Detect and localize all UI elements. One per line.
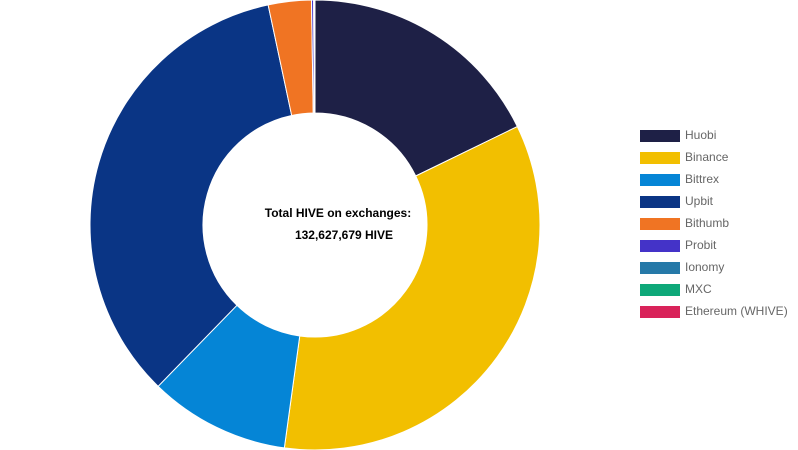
legend-label: Upbit (685, 194, 714, 208)
legend-label: Huobi (685, 128, 716, 142)
donut (89, 0, 541, 450)
slice (283, 125, 541, 450)
legend-label: Binance (685, 150, 729, 164)
center-title: Total HIVE on exchanges: (265, 206, 411, 220)
legend-label: Bithumb (685, 216, 729, 230)
legend-swatch (640, 306, 680, 318)
legend-swatch (640, 174, 680, 186)
legend-label: Probit (685, 238, 717, 252)
legend: Huobi Binance Bittrex Upbit Bithumb Probit Ion… (640, 128, 788, 318)
legend-label: Bittrex (685, 172, 719, 186)
legend-swatch (640, 196, 680, 208)
legend-swatch (640, 262, 680, 274)
legend-swatch (640, 130, 680, 142)
legend-swatch (640, 152, 680, 164)
legend-swatch (640, 218, 680, 230)
legend-label: Ethereum (WHIVE) (685, 304, 788, 318)
legend-label: Ionomy (685, 260, 724, 274)
slice (89, 4, 293, 388)
legend-label: MXC (685, 282, 712, 296)
legend-swatch (640, 284, 680, 296)
center-total: 132,627,679 HIVE (295, 228, 393, 242)
legend-swatch (640, 240, 680, 252)
slice (314, 0, 518, 177)
